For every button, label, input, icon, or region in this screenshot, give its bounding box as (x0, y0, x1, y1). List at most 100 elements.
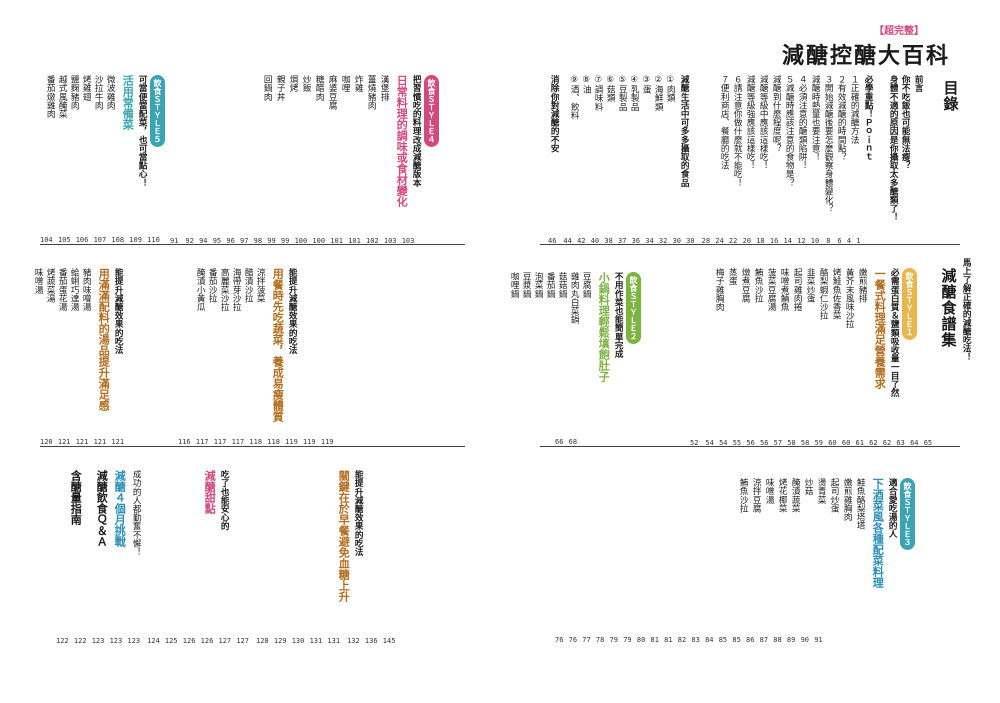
list-item: 減醣時熱量也要注意！ (810, 75, 821, 161)
toc-life-foods: 減醣生活中可多多攝取的食品 (679, 75, 690, 187)
toc-title: 目錄 (941, 80, 960, 112)
toc-question-2: 身體不適的原因是你攝取太多醣類了！ (888, 75, 899, 222)
style5-subtitle: 可當便當配菜，也可當點心！ (137, 75, 148, 187)
list-item: ④乳製品 (629, 75, 640, 111)
list-item: 味噌煮鯖魚 (779, 268, 790, 311)
list-item: 起司炒蛋 (829, 478, 840, 513)
bottom-left-page-numbers: 122 122 123 123 123 124 125 126 126 127 … (56, 637, 396, 645)
list-item: ３開始減醣後要怎麼觀察身體變化？ (823, 75, 834, 213)
style4-title: 日常料理的調味或食材變化 (395, 75, 409, 207)
list-item: 涼拌菠菜 (255, 268, 266, 303)
list-item: ⑦調味料 (593, 75, 604, 111)
list-item: 蒸蛋 (727, 268, 738, 286)
list-item: 麻婆豆腐 (327, 75, 338, 110)
list-item: 豬肉味噌湯 (81, 268, 92, 311)
style3-pill: 飲食ＳＴＹＬＥ３ (900, 478, 915, 550)
list-item: ６請注意你做什麼就不能吃！ (732, 75, 743, 187)
list-item: 海帶芽沙拉 (231, 268, 242, 311)
style4-page-numbers: 91 92 94 95 96 97 98 99 99 100 100 101 1… (170, 237, 415, 245)
list-item: 減醣等級中應該這樣吃！ (758, 75, 769, 170)
list-item: 番茄沙拉 (207, 268, 218, 303)
list-item: 梅子雞胸肉 (714, 268, 725, 311)
list-item: 酪梨蝦仁沙拉 (818, 268, 829, 320)
list-item: 炒飯 (301, 75, 312, 93)
breakfast-subtitle: 能提升減醣效果的吃法 (353, 470, 364, 556)
style5-pill: 飲食ＳＴＹＬＥ５ (150, 75, 165, 147)
list-item: 番茄鍋 (545, 272, 556, 298)
style1-pill: 飲食ＳＴＹＬＥ１ (902, 268, 917, 340)
list-item: ５減醣時應該注意的食物是？ (784, 75, 795, 187)
list-item: 豆腐鍋 (581, 272, 592, 298)
list-item: 減醣等級強應該這樣吃！ (745, 75, 756, 170)
veg-page-numbers: 116 117 117 117 118 118 119 119 119 (178, 438, 334, 446)
list-item: 薑燒豬肉 (366, 75, 377, 110)
list-item: 咖哩鍋 (509, 272, 520, 298)
list-item: 涼拌豆腐 (751, 478, 762, 513)
list-item: 烤鮭魚佐香菜 (831, 268, 842, 320)
toc-page-numbers: 46 44 42 40 38 37 36 34 32 30 30 28 24 2… (548, 237, 861, 245)
veg-subtitle: 能提升減醣效果的吃法 (287, 268, 298, 354)
list-item: 菠菜豆腐湯 (766, 268, 777, 311)
list-item: 味噌湯 (33, 268, 44, 294)
list-item: １正確的減醣方法 (849, 75, 860, 144)
list-item: 炸雞 (353, 75, 364, 93)
list-item: 沙拉牛肉 (93, 75, 104, 110)
list-item: 炒菇 (803, 478, 814, 496)
style4-subtitle: 把習慣吃的料理改成減醣版本 (411, 75, 422, 187)
list-item: ４必須注意的醣類陷阱！ (797, 75, 808, 170)
style2-page-numbers: 66 68 (555, 438, 578, 446)
style4-pill: 飲食ＳＴＹＬＥ４ (424, 75, 439, 147)
style3-page-numbers: 76 76 77 78 79 79 80 81 81 82 83 84 85 8… (555, 636, 823, 644)
toc-anxiety: 消除你對減醣的不安 (549, 75, 560, 153)
style3-subtitle: 適合愛吃湯的人 (887, 478, 898, 539)
list-item: 起司雞肉捲 (792, 268, 803, 311)
style5-title: 活用常備菜 (121, 75, 135, 130)
list-item: ７便利商店、餐廳的吃法 (719, 75, 730, 170)
list-item: ⑨酒、飲料 (569, 75, 580, 120)
list-item: ⑤豆製品 (617, 75, 628, 111)
divider (540, 244, 960, 245)
recipe-intro: 馬上了解正確的減醣吃法！ (961, 258, 972, 362)
list-item: 醋漬沙拉 (243, 268, 254, 303)
list-item: 鮪魚沙拉 (738, 478, 749, 513)
divider (40, 244, 465, 245)
list-item: 蛤蜊巧達湯 (69, 268, 80, 311)
list-item: 減醣到什麼程度呢？ (771, 75, 782, 153)
list-item: ２有效減醣的時間點？ (836, 75, 847, 161)
list-item: 黃芥末風味沙拉 (844, 268, 855, 329)
list-item: 親子丼 (275, 75, 286, 101)
list-item: 鹽麴豬肉 (69, 75, 80, 110)
list-item: 鮪魚沙拉 (753, 268, 764, 303)
style2-title: 小鍋料理輕鬆填飽肚子 (597, 272, 611, 382)
toc-preface: 前言 (913, 75, 924, 93)
list-item: 烤花椰菜 (777, 478, 788, 513)
list-item: ②海鮮類 (653, 75, 664, 111)
dessert-title: 減醣甜點 (203, 470, 217, 514)
list-item: 烤蔬菜湯 (45, 268, 56, 303)
style3-title: 下酒菜風各種配菜料理 (871, 478, 885, 588)
list-item: 豆漿鍋 (521, 272, 532, 298)
list-item: ⑧油 (581, 75, 592, 94)
list-item: 菇菇鍋 (557, 272, 568, 298)
recipe-title: 減醣食譜集 (939, 268, 958, 348)
list-item: 燙青菜 (816, 478, 827, 504)
qa-title: 減醣飲食Ｑ＆Ａ (95, 470, 109, 547)
list-item: 燉煮豆腐 (740, 268, 751, 303)
list-item: 嫩煎雞胸肉 (842, 478, 853, 521)
list-item: 味噌湯 (764, 478, 775, 504)
list-item: 焗烤 (288, 75, 299, 93)
veg-title: 用餐時先吃蔬菜，養成易瘦體質 (271, 268, 285, 422)
list-item: ⑥菇類 (605, 75, 616, 103)
list-item: 回鍋肉 (262, 75, 273, 101)
divider (540, 446, 960, 447)
challenge-title: 減醣４個月挑戰 (113, 470, 127, 547)
carb-table-title: 含醣量指南 (69, 470, 83, 525)
list-item: 鮭魚酪梨塔塔 (855, 478, 866, 530)
soup-subtitle: 能提升減醣效果的吃法 (113, 268, 124, 354)
dessert-subtitle: 吃了也能安心的 (219, 470, 230, 531)
list-item: 微波雞肉 (105, 75, 116, 110)
style2-subtitle: 不用作菜也能簡單完成 (613, 272, 624, 358)
list-item: 漢堡排 (379, 75, 390, 101)
list-item: ③蛋 (641, 75, 652, 94)
style1-subtitle: 必需蛋白質＆鹽類吸收量一目了然 (889, 268, 900, 397)
